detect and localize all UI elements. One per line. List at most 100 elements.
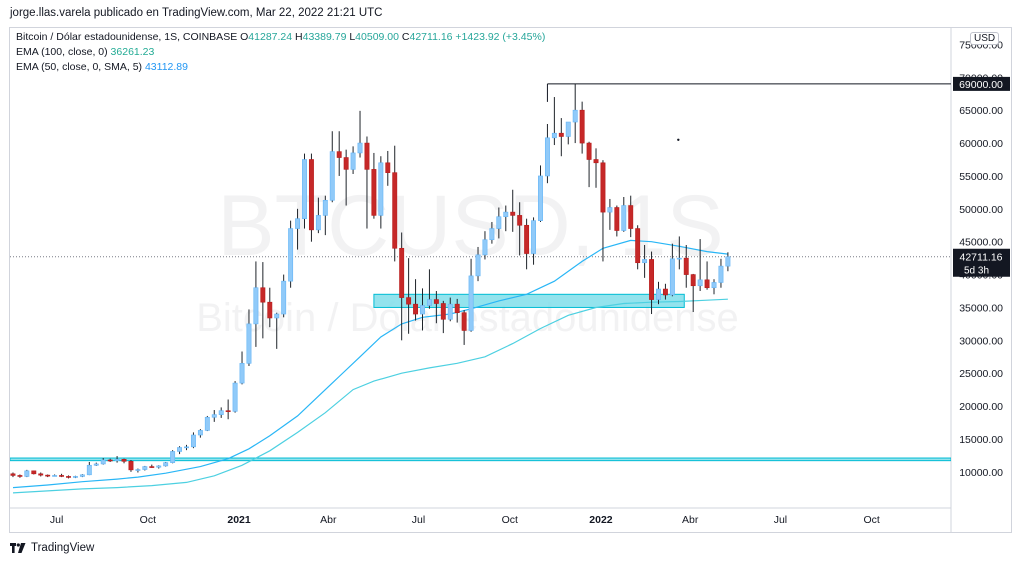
- candle: [225, 399, 231, 420]
- candle: [31, 470, 37, 475]
- x-tick-label: Oct: [140, 514, 156, 526]
- candle-body: [177, 447, 183, 452]
- candle: [496, 207, 502, 239]
- candle: [38, 472, 44, 477]
- candle-body: [517, 215, 523, 226]
- legend-symbol: Bitcoin / Dólar estadounidense, 1S, COIN…: [16, 31, 238, 43]
- candle: [503, 205, 509, 232]
- candle: [246, 309, 252, 366]
- candle: [128, 460, 134, 472]
- candle-body: [544, 137, 550, 177]
- y-tick-label: 65000.00: [959, 105, 1003, 117]
- candle: [649, 251, 654, 315]
- currency-button[interactable]: USD: [970, 32, 1000, 45]
- candle: [607, 198, 613, 230]
- candle-body: [239, 363, 245, 384]
- candle: [385, 150, 391, 186]
- candle-body: [392, 172, 398, 249]
- candle-body: [163, 462, 169, 467]
- candle: [121, 458, 127, 464]
- candle-body: [302, 159, 307, 219]
- candle-body: [607, 207, 613, 213]
- high-price-label: 69000.00: [959, 79, 1003, 91]
- x-tick-label: Jul: [774, 514, 787, 526]
- candle-body: [197, 430, 203, 436]
- candle: [302, 153, 307, 229]
- candle: [468, 258, 474, 332]
- y-tick-label: 15000.00: [959, 434, 1003, 446]
- candle-body: [399, 247, 405, 298]
- candle: [621, 196, 627, 232]
- y-tick-label: 45000.00: [959, 237, 1003, 249]
- candle-body: [371, 169, 377, 216]
- candle: [364, 136, 370, 229]
- candle: [690, 273, 696, 313]
- candle-body: [510, 211, 516, 216]
- candle-body: [586, 142, 592, 160]
- candle: [343, 149, 349, 206]
- candle-body: [538, 175, 543, 221]
- candle: [440, 300, 446, 334]
- candle: [170, 450, 176, 464]
- bar-countdown-label: 5d 3h: [964, 266, 989, 277]
- candle: [433, 291, 439, 324]
- candle-body: [413, 303, 419, 315]
- candle: [704, 261, 710, 290]
- candle-body: [503, 211, 509, 218]
- candle: [399, 232, 405, 341]
- x-tick-label: Abr: [682, 514, 699, 526]
- candle-body: [253, 287, 259, 325]
- candle-body: [454, 303, 460, 314]
- candle: [59, 473, 65, 478]
- candle-body: [489, 228, 495, 241]
- candle-body: [468, 275, 474, 331]
- candle: [142, 465, 148, 471]
- candle-body: [565, 121, 571, 137]
- candle: [725, 252, 731, 272]
- candle-body: [59, 475, 65, 477]
- candle-body: [531, 220, 537, 254]
- candle: [656, 281, 661, 305]
- candle-body: [420, 305, 425, 315]
- chart-frame: [9, 27, 1012, 533]
- candle: [197, 429, 203, 438]
- x-tick-label: Abr: [320, 514, 337, 526]
- candle-body: [579, 109, 585, 144]
- ema50-line: [12, 239, 728, 489]
- candle: [253, 261, 259, 347]
- candle: [45, 474, 51, 478]
- candle-body: [482, 239, 488, 256]
- candle: [420, 288, 425, 331]
- watermark-symbol: BTCUSD, 1S: [217, 178, 724, 274]
- high-price-box: [953, 76, 1010, 91]
- candle-body: [107, 459, 113, 462]
- candle-body: [121, 459, 127, 462]
- candle-body: [725, 256, 731, 267]
- legend-close-value: 42711.16: [409, 31, 453, 43]
- candle-body: [45, 474, 51, 477]
- candle-body: [211, 414, 217, 418]
- candle-body: [204, 416, 210, 431]
- candle-body: [475, 254, 481, 277]
- candle: [538, 165, 543, 222]
- candle-body: [225, 410, 231, 412]
- candle: [378, 156, 384, 229]
- candle: [517, 202, 523, 256]
- candle: [260, 262, 266, 339]
- y-tick-label: 60000.00: [959, 138, 1003, 150]
- candle: [371, 152, 377, 219]
- legend-open-label: O: [240, 31, 249, 43]
- candle-body: [322, 199, 328, 216]
- candle: [579, 101, 585, 154]
- candle: [24, 469, 30, 478]
- legend-open-value: 41287.24: [248, 31, 293, 43]
- candle-body: [31, 470, 37, 475]
- candle-body: [142, 466, 148, 470]
- candle-body: [17, 475, 23, 477]
- candle: [177, 446, 183, 455]
- legend-ema50-row[interactable]: EMA (50, close, 0, SMA, 5) 43112.89: [16, 61, 188, 73]
- legend-ema100-row[interactable]: EMA (100, close, 0) 36261.23: [16, 46, 154, 58]
- candle-body: [440, 303, 446, 320]
- footer-brand[interactable]: TradingView: [10, 542, 94, 554]
